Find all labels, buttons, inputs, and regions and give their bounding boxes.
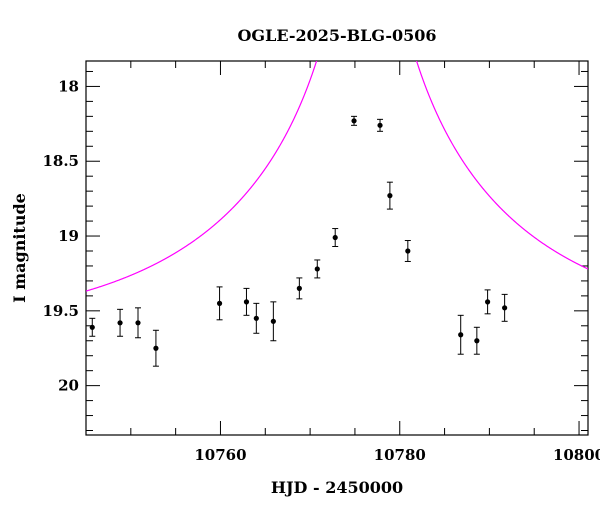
data-point-marker [332,234,338,241]
axis-ticks [85,61,588,435]
data-point-marker [387,193,393,199]
data-point [243,287,250,316]
y-tick-label: 18.5 [42,152,79,170]
data-point-marker [253,315,259,321]
data-point [386,181,393,210]
data-point-marker [296,285,302,291]
data-point [134,307,141,339]
data-points-group [89,115,508,367]
data-point-marker [117,320,123,326]
data-point [351,115,358,126]
data-point [89,317,96,337]
data-point-marker [474,338,480,344]
data-point-marker [243,299,250,305]
data-point-marker [216,300,223,306]
model-curve [86,61,588,292]
data-point [117,308,124,337]
chart-title: OGLE-2025-BLG-0506 [237,26,436,45]
data-point [484,289,491,315]
data-point-marker [135,320,141,326]
data-point [377,118,384,132]
data-point [457,314,464,355]
data-point [216,286,223,321]
data-point [270,301,277,342]
data-point [332,228,339,248]
model-curve-group [86,61,588,292]
axis-tick-labels: 10760 10780 10800 18 18.5 19 19.5 20 [42,77,600,464]
data-point-marker [377,122,383,128]
data-point [404,240,411,262]
x-axis-label: HJD - 2450000 [271,478,403,497]
data-point-marker [485,299,491,305]
data-point [253,302,260,334]
x-tick-label: 10760 [194,446,246,464]
data-point-marker [458,332,464,338]
x-tick-label: 10800 [553,446,600,464]
y-tick-label: 20 [58,377,79,395]
x-tick-label: 10780 [374,446,426,464]
data-point-marker [89,324,95,330]
data-point-marker [314,266,320,272]
y-axis-label: I magnitude [10,193,29,303]
data-point [501,293,508,322]
y-tick-label: 18 [58,77,79,95]
data-point [314,259,321,279]
data-point-marker [502,305,508,311]
data-point [296,277,303,300]
y-tick-label: 19.5 [42,302,79,320]
data-point-marker [351,118,357,124]
data-point [473,326,480,355]
data-point-marker [270,318,276,324]
y-tick-label: 19 [58,227,79,245]
data-point [152,329,159,367]
data-point-marker [153,345,159,351]
data-point-marker [405,248,411,254]
plot-frame [85,60,589,436]
